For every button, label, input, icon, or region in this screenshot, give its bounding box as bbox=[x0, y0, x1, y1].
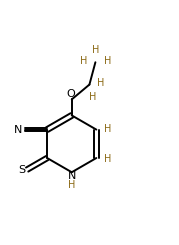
Text: S: S bbox=[18, 165, 25, 175]
Text: H: H bbox=[97, 78, 104, 88]
Text: N: N bbox=[14, 125, 23, 135]
Text: N: N bbox=[67, 171, 76, 181]
Text: H: H bbox=[89, 92, 97, 102]
Text: H: H bbox=[92, 45, 99, 55]
Text: H: H bbox=[79, 56, 87, 66]
Text: H: H bbox=[104, 124, 111, 134]
Text: O: O bbox=[66, 88, 75, 98]
Text: H: H bbox=[68, 180, 75, 190]
Text: H: H bbox=[104, 56, 111, 66]
Text: H: H bbox=[104, 154, 111, 164]
